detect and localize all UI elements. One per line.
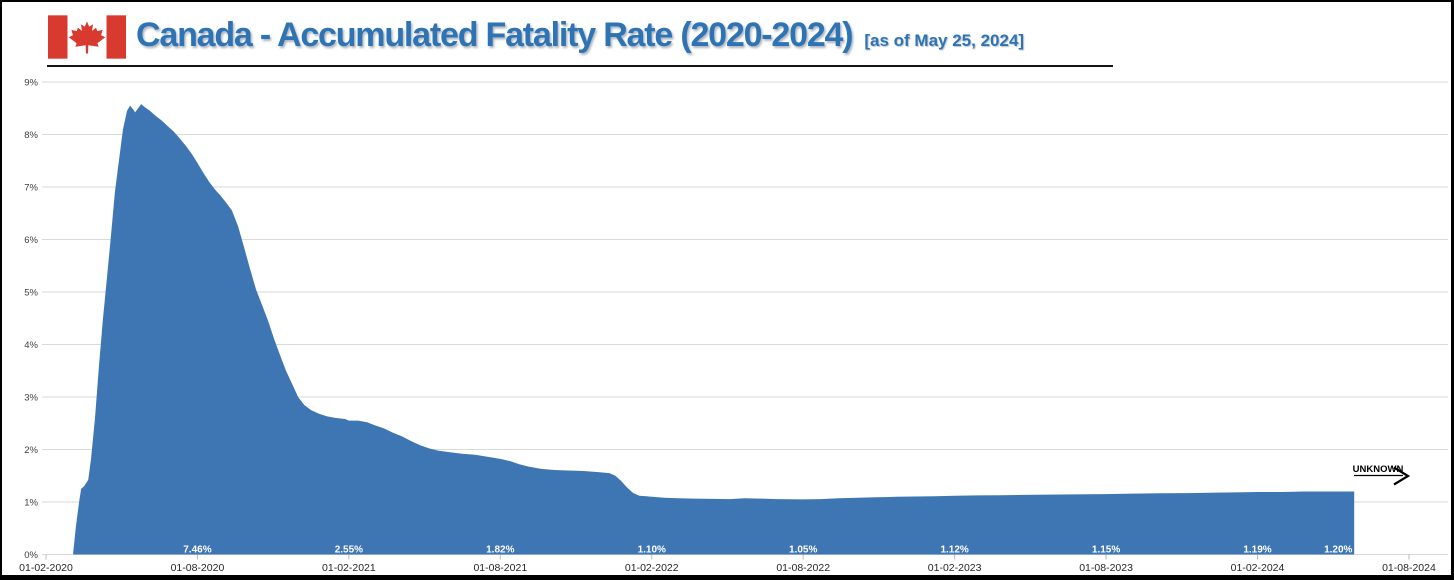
data-label: 1.05%: [789, 545, 817, 556]
data-label: 1.15%: [1092, 545, 1120, 556]
y-axis-label: 0%: [24, 550, 38, 561]
x-axis-label: 01-08-2024: [1382, 562, 1436, 574]
page-title: Canada - Accumulated Fatality Rate (2020…: [136, 16, 854, 54]
data-label: 1.12%: [940, 545, 968, 556]
y-axis-label: 2%: [24, 445, 38, 456]
y-axis-label: 8%: [24, 130, 38, 141]
fatality-area-series[interactable]: [73, 104, 1355, 555]
flag-right-bar: [106, 15, 126, 59]
y-axis-label: 4%: [24, 340, 38, 351]
data-label: 1.10%: [638, 545, 666, 556]
data-label: 1.20%: [1324, 545, 1352, 556]
x-axis-label: 01-02-2020: [19, 562, 73, 574]
x-axis-label: 01-08-2022: [776, 562, 830, 574]
y-axis-label: 9%: [24, 78, 38, 89]
x-axis-label: 01-02-2021: [322, 562, 376, 574]
data-label: 7.46%: [183, 545, 211, 556]
y-axis-label: 1%: [24, 498, 38, 509]
unknown-arrow-icon: [1393, 466, 1411, 486]
x-axis-label: 01-08-2021: [473, 562, 527, 574]
x-axis-label: 01-08-2020: [171, 562, 225, 574]
data-label: 1.82%: [486, 545, 514, 556]
x-axis-label: 01-02-2022: [625, 562, 679, 574]
maple-leaf-icon: [68, 21, 106, 54]
page-subtitle: [as of May 25, 2024]: [864, 31, 1025, 50]
y-axis-label: 3%: [24, 393, 38, 404]
x-axis-label: 01-02-2023: [928, 562, 982, 574]
unknown-label: UNKNOWN: [1353, 464, 1404, 475]
canada-flag-icon: [48, 15, 126, 59]
x-axis-label: 01-08-2023: [1079, 562, 1133, 574]
y-axis-label: 7%: [24, 183, 38, 194]
y-axis-label: 6%: [24, 235, 38, 246]
header: Canada - Accumulated Fatality Rate (2020…: [2, 2, 1451, 68]
flag-left-bar: [48, 15, 68, 59]
x-axis-label: 01-02-2024: [1231, 562, 1285, 574]
y-axis-label: 5%: [24, 288, 38, 299]
data-label: 2.55%: [335, 545, 363, 556]
data-label: 1.19%: [1243, 545, 1271, 556]
title-underline: [47, 65, 1113, 67]
